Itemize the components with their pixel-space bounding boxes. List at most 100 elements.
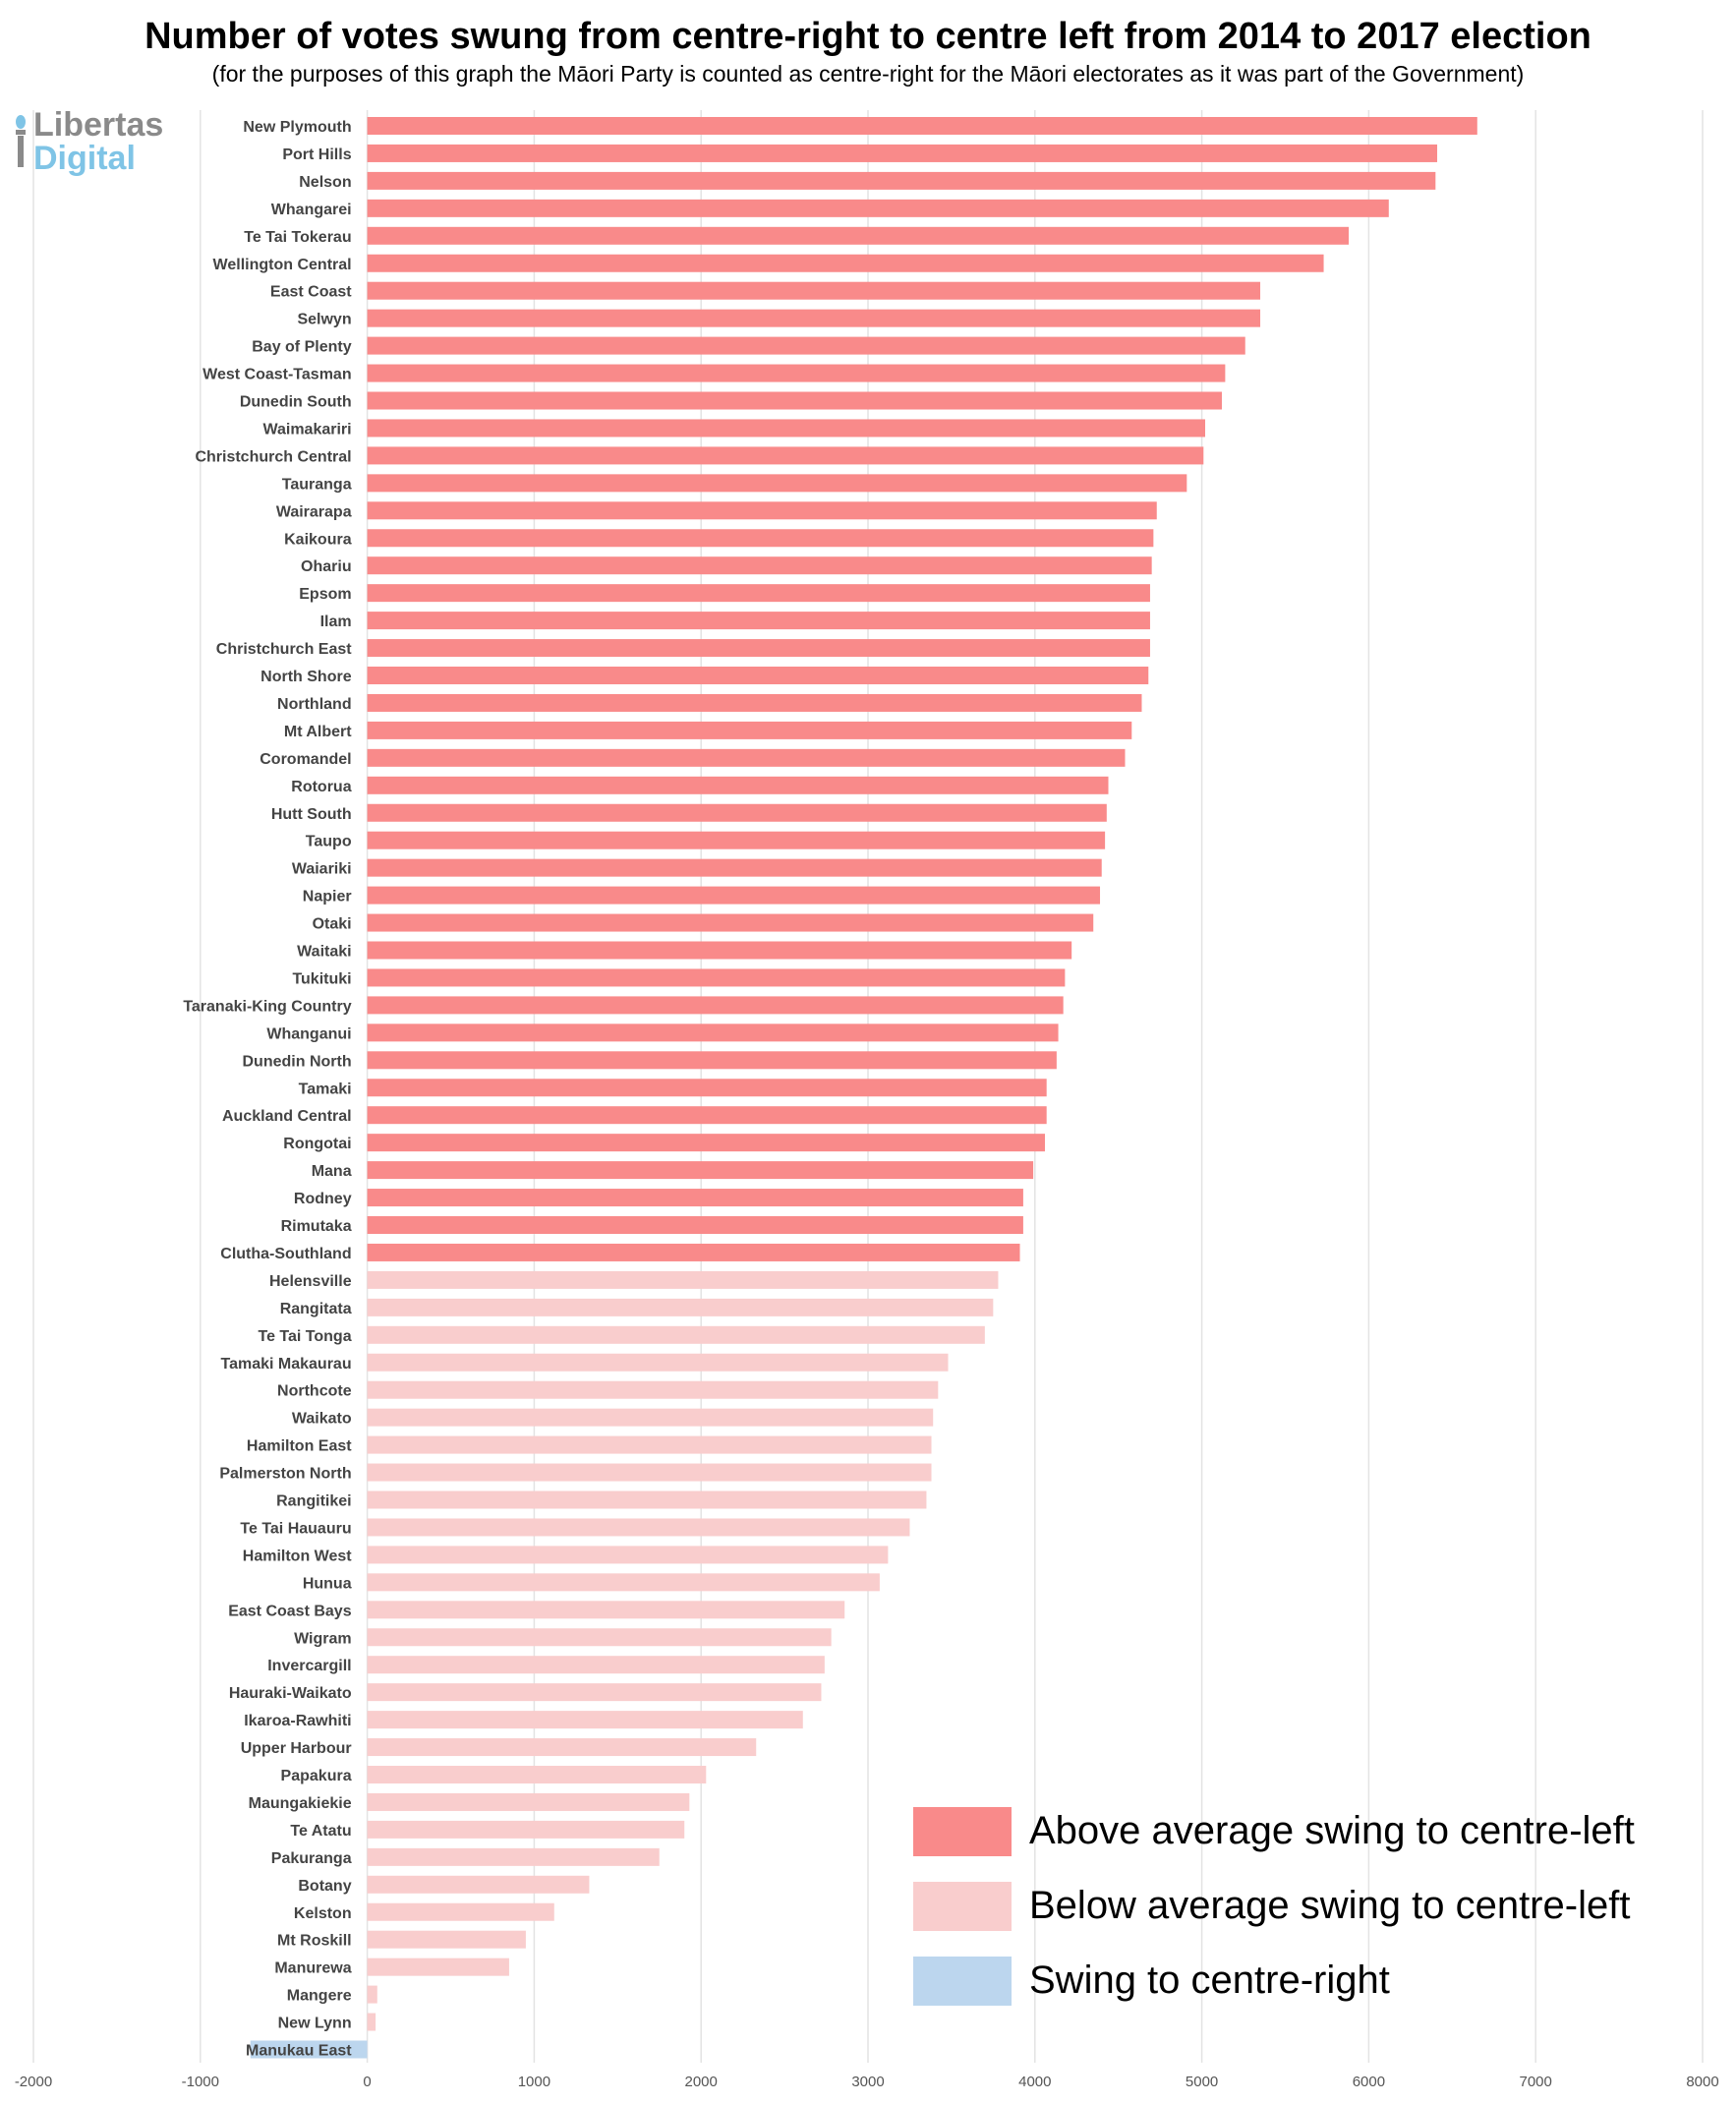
bar <box>367 639 1150 658</box>
bar <box>367 1270 999 1289</box>
legend-label-centre-right: Swing to centre-right <box>1029 1958 1390 2002</box>
category-label: Ikaroa-Rawhiti <box>244 1713 351 1729</box>
bar <box>367 1463 932 1482</box>
bar <box>367 776 1109 794</box>
bar <box>367 199 1389 217</box>
chart-subtitle: (for the purposes of this graph the Māor… <box>211 61 1525 87</box>
bar <box>367 1051 1057 1070</box>
category-label: Mangere <box>287 1988 352 2005</box>
category-label: Kaikoura <box>284 531 352 548</box>
chart-title: Number of votes swung from centre-right … <box>145 16 1591 57</box>
bar <box>367 281 1261 300</box>
x-tick-label: -1000 <box>182 2074 219 2090</box>
category-label: Christchurch Central <box>195 448 351 465</box>
category-label: West Coast-Tasman <box>203 367 351 383</box>
bar <box>367 364 1226 382</box>
category-label: Auckland Central <box>222 1108 352 1125</box>
bars <box>250 117 1477 2059</box>
x-tick-label: 5000 <box>1186 2074 1218 2090</box>
bar <box>367 584 1150 603</box>
category-label: East Coast <box>270 284 352 301</box>
bar <box>367 171 1436 190</box>
category-label: New Plymouth <box>243 119 351 136</box>
category-label: Hunua <box>303 1575 352 1592</box>
category-label: Coromandel <box>260 751 351 768</box>
category-label: Tukituki <box>292 970 351 987</box>
bar <box>367 803 1107 822</box>
x-tick-label: -2000 <box>15 2074 52 2090</box>
bar <box>367 117 1477 135</box>
bar <box>367 941 1072 960</box>
bar <box>367 858 1102 877</box>
category-label: Taranaki-King Country <box>183 998 351 1015</box>
bar <box>367 1875 590 1894</box>
bar <box>367 336 1245 355</box>
category-label: Ilam <box>320 614 352 630</box>
legend-swatch-above-average <box>913 1807 1012 1856</box>
category-label: Pakuranga <box>271 1850 352 1867</box>
legend-label-below-average: Below average swing to centre-left <box>1029 1884 1631 1927</box>
category-label: Ohariu <box>301 558 352 575</box>
bar <box>367 1161 1034 1180</box>
category-label: Tamaki Makaurau <box>221 1356 352 1373</box>
category-label: Rotorua <box>291 779 351 795</box>
category-label: Hutt South <box>271 806 352 823</box>
category-labels: New Plymouth Port Hills Nelson Whangarei Te … <box>183 119 352 2060</box>
x-tick-label: 4000 <box>1018 2074 1051 2090</box>
bar <box>367 1408 934 1427</box>
bar <box>367 501 1157 520</box>
category-label: Wigram <box>294 1630 352 1647</box>
category-label: Manukau East <box>246 2043 352 2060</box>
bar <box>367 996 1064 1015</box>
bar <box>367 446 1204 465</box>
category-label: Nelson <box>299 174 351 191</box>
category-label: Mt Roskill <box>277 1933 352 1950</box>
category-label: Rodney <box>294 1191 352 1207</box>
bar <box>367 1738 757 1757</box>
bar <box>367 748 1126 767</box>
bar <box>367 1106 1047 1125</box>
category-label: Kelston <box>294 1905 352 1922</box>
category-label: East Coast Bays <box>228 1603 351 1619</box>
category-label: Hamilton West <box>243 1548 353 1564</box>
bar <box>250 2040 368 2059</box>
category-label: Rongotai <box>283 1136 351 1152</box>
category-label: Mt Albert <box>284 724 352 740</box>
category-label: Waitaki <box>297 944 351 961</box>
category-label: Invercargill <box>267 1658 351 1674</box>
category-label: Helensville <box>269 1273 352 1290</box>
bar <box>367 1902 554 1921</box>
category-label: Rimutaka <box>281 1218 352 1235</box>
legend-swatch-centre-right <box>913 1957 1012 2006</box>
x-tick-label: 1000 <box>518 2074 550 2090</box>
legend-swatch-below-average <box>913 1882 1012 1931</box>
x-tick-label: 0 <box>363 2074 371 2090</box>
legend-label-above-average: Above average swing to centre-left <box>1029 1809 1635 1852</box>
bar <box>367 309 1261 327</box>
bar <box>367 1628 832 1647</box>
category-label: Waiariki <box>292 861 352 878</box>
bar <box>367 254 1324 272</box>
bar <box>367 667 1149 684</box>
category-label: Te Tai Hauauru <box>240 1520 351 1537</box>
bar <box>367 1298 994 1316</box>
bar <box>367 721 1132 739</box>
x-tick-label: 3000 <box>851 2074 884 2090</box>
category-label: Waimakariri <box>262 421 351 438</box>
category-label: Hamilton East <box>247 1438 352 1455</box>
bar <box>367 1490 927 1509</box>
category-label: Palmerston North <box>219 1466 351 1483</box>
bar <box>367 1546 889 1564</box>
category-label: Dunedin South <box>240 394 352 411</box>
bar <box>367 1573 880 1592</box>
bar <box>367 1985 377 2004</box>
logo-text-line1: Libertas <box>33 106 164 144</box>
bar <box>367 1958 509 1976</box>
bar <box>367 886 1101 905</box>
category-label: Mana <box>312 1163 352 1180</box>
category-label: Taupo <box>306 834 352 850</box>
bar <box>367 1766 707 1783</box>
libertas-digital-logo: Libertas Digital <box>12 106 179 177</box>
x-tick-label: 8000 <box>1686 2074 1718 2090</box>
category-label: Whanganui <box>266 1025 351 1042</box>
